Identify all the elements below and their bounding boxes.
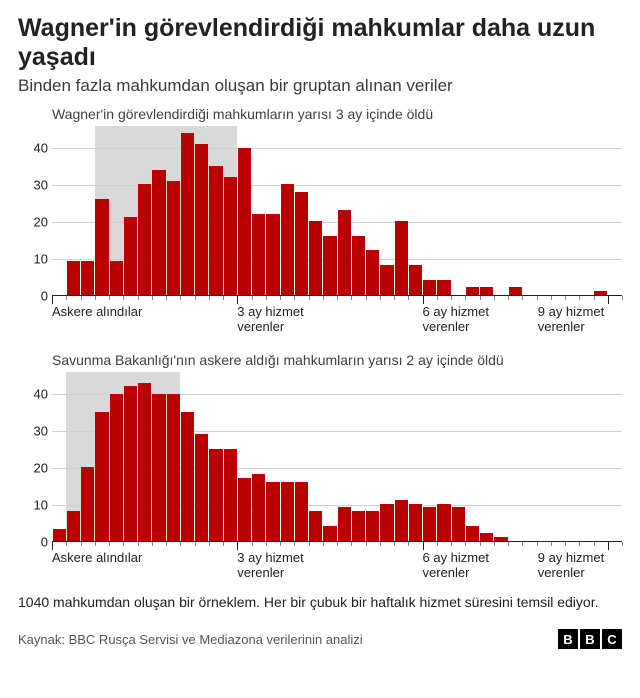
bar: [152, 170, 165, 295]
bar: [409, 265, 422, 294]
bar: [181, 133, 194, 295]
bar: [152, 394, 165, 541]
bar: [395, 500, 408, 540]
bar: [338, 210, 351, 295]
bar: [252, 474, 265, 540]
bars: [52, 126, 622, 295]
bar: [209, 166, 222, 295]
bar: [594, 291, 607, 295]
bar: [466, 526, 479, 541]
bar: [309, 511, 322, 540]
footer: Kaynak: BBC Rusça Servisi ve Mediazona v…: [18, 629, 622, 649]
bar: [494, 537, 507, 541]
chart-block: Wagner'in görevlendirdiği mahkumların ya…: [52, 106, 622, 338]
bar: [224, 449, 237, 541]
bar: [423, 280, 436, 295]
x-axis-label: 3 ay hizmet verenler: [237, 304, 347, 335]
bar: [323, 526, 336, 541]
bar: [395, 221, 408, 294]
plot-area: [52, 372, 622, 542]
plot-area: [52, 126, 622, 296]
x-axis-label: 9 ay hizmet verenler: [538, 304, 618, 335]
bar: [295, 192, 308, 295]
x-axis-label: Askere alındılar: [52, 550, 162, 566]
bar: [466, 287, 479, 294]
bar: [195, 434, 208, 541]
x-axis-label: Askere alındılar: [52, 304, 162, 320]
bar: [409, 504, 422, 541]
x-axis-label: 9 ay hizmet verenler: [538, 550, 618, 581]
bar: [238, 148, 251, 295]
chart-subtitle: Binden fazla mahkumdan oluşan bir grupta…: [18, 76, 622, 96]
bar: [480, 287, 493, 294]
x-axis: Askere alındılar 3 ay hizmet verenler 6 ay…: [52, 296, 622, 338]
bar: [281, 482, 294, 541]
bar: [338, 507, 351, 540]
bar: [138, 184, 151, 294]
bar: [224, 177, 237, 295]
bar: [95, 412, 108, 541]
bars: [52, 372, 622, 541]
bar: [366, 250, 379, 294]
bar: [95, 199, 108, 295]
bar: [452, 507, 465, 540]
bar: [437, 280, 450, 295]
bar: [266, 482, 279, 541]
chart-panel-title: Wagner'in görevlendirdiği mahkumların ya…: [52, 106, 622, 122]
bar: [81, 467, 94, 540]
bar: [67, 261, 80, 294]
bar: [323, 236, 336, 295]
x-axis-label: 6 ay hizmet verenler: [423, 304, 533, 335]
x-axis: Askere alındılar 3 ay hizmet verenler 6 ay…: [52, 542, 622, 584]
bar: [295, 482, 308, 541]
bar: [366, 511, 379, 540]
x-axis-label: 3 ay hizmet verenler: [237, 550, 347, 581]
logo-letter: B: [580, 629, 600, 649]
bar: [509, 287, 522, 294]
y-axis-labels: 010203040: [18, 372, 48, 584]
bar: [238, 478, 251, 540]
bar: [138, 383, 151, 541]
bar: [352, 511, 365, 540]
bar: [167, 394, 180, 541]
bar: [380, 504, 393, 541]
bar: [110, 261, 123, 294]
footnote: 1040 mahkumdan oluşan bir örneklem. Her …: [18, 594, 622, 612]
bar: [167, 181, 180, 295]
bar: [124, 386, 137, 540]
bar: [437, 504, 450, 541]
bar: [281, 184, 294, 294]
y-axis-labels: 010203040: [18, 126, 48, 338]
chart-block: Savunma Bakanlığı'nın askere aldığı mahk…: [52, 352, 622, 584]
bar: [309, 221, 322, 294]
bar: [110, 394, 123, 541]
bar: [195, 144, 208, 295]
bar: [252, 214, 265, 295]
bar: [67, 511, 80, 540]
bbc-logo: BBC: [558, 629, 622, 649]
bar: [480, 533, 493, 540]
logo-letter: B: [558, 629, 578, 649]
x-axis-label: 6 ay hizmet verenler: [423, 550, 533, 581]
source-text: Kaynak: BBC Rusça Servisi ve Mediazona v…: [18, 632, 363, 647]
bar: [209, 449, 222, 541]
bar: [53, 529, 66, 540]
bar: [266, 214, 279, 295]
bar: [352, 236, 365, 295]
logo-letter: C: [602, 629, 622, 649]
bar: [81, 261, 94, 294]
chart-main-title: Wagner'in görevlendirdiği mahkumlar daha…: [18, 14, 622, 72]
bar: [181, 412, 194, 541]
chart-panel-title: Savunma Bakanlığı'nın askere aldığı mahk…: [52, 352, 622, 368]
bar: [380, 265, 393, 294]
bar: [423, 507, 436, 540]
charts-container: Wagner'in görevlendirdiği mahkumların ya…: [18, 106, 622, 584]
bar: [124, 217, 137, 294]
